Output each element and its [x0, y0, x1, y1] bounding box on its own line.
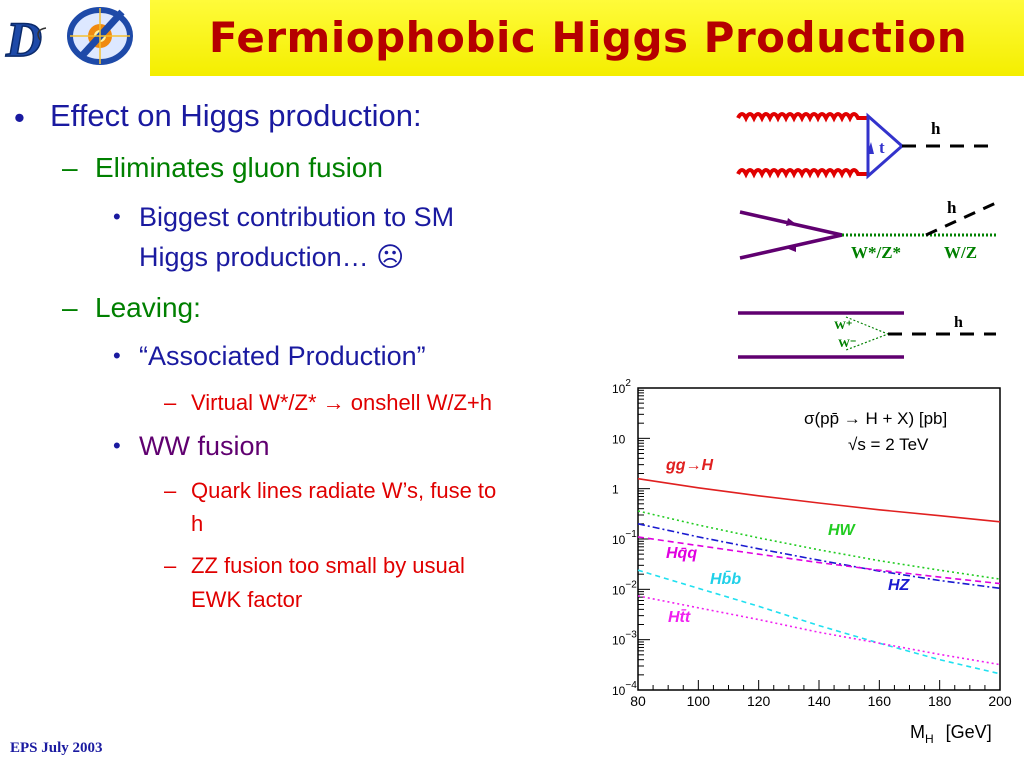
higgs-line	[925, 200, 999, 237]
dash-marker: –	[62, 292, 78, 323]
plot-frame	[637, 387, 1001, 691]
title-bar: D Fermiophobic Higgs Production	[0, 0, 1024, 76]
bullet-associated-production: “Associated Production”	[139, 341, 426, 371]
bullet-quark-lines-line2: h	[191, 511, 204, 536]
feynman-diagrams: t h h W*/Z* W/Z h W⁺ W⁻	[736, 112, 999, 359]
bullet-biggest-contribution-line2: Higgs production… ☹	[139, 242, 405, 272]
bullet-eliminates-gluon-fusion: Eliminates gluon fusion	[95, 152, 383, 183]
higgs-label: h	[931, 119, 941, 138]
bullet-disc: •	[113, 204, 121, 229]
bullet-disc: •	[113, 343, 121, 368]
series-line-0	[637, 477, 1001, 523]
series-line-1	[637, 510, 1001, 580]
x-tick-label: 100	[687, 693, 711, 709]
arrow-icon	[867, 142, 874, 154]
dash-marker: –	[164, 553, 177, 578]
bullet-effect-on-higgs: Effect on Higgs production:	[50, 98, 422, 133]
x-tick-label: 80	[630, 693, 646, 709]
higgs-label: h	[947, 198, 957, 217]
dash-marker: –	[62, 152, 78, 183]
bullet-ww-fusion: WW fusion	[139, 431, 270, 461]
y-tick-label: 1	[612, 483, 619, 497]
x-axis: 80 100 120 140 160 180 200	[630, 680, 1012, 709]
footer-date: EPS July 2003	[10, 740, 103, 756]
series-curves	[637, 477, 1001, 675]
x-tick-label: 140	[807, 693, 831, 709]
chart-title: σ(pp̄ → H + X) [pb]	[804, 409, 947, 428]
bullet-biggest-contribution-line1: Biggest contribution to SM	[139, 202, 455, 232]
associated-production-diagram: h W*/Z* W/Z	[739, 198, 999, 262]
svg-text:D: D	[5, 11, 42, 67]
series-line-4	[637, 569, 1001, 675]
series-label-hz: HZ	[888, 577, 911, 594]
gluon-line-top	[736, 112, 868, 123]
onshell-boson-label: W/Z	[944, 243, 977, 262]
top-quark-loop	[866, 112, 905, 180]
higgs-label: h	[954, 314, 963, 331]
series-label-gg-h: gg→H	[665, 457, 714, 474]
bullet-disc: •	[113, 433, 121, 458]
ww-fusion-diagram: h W⁺ W⁻	[738, 311, 996, 359]
virtual-boson-label: W*/Z*	[851, 243, 901, 262]
gluon-line-bottom	[736, 168, 868, 179]
x-tick-label: 200	[988, 693, 1012, 709]
w-plus-label: W⁺	[834, 318, 852, 332]
x-tick-label: 120	[747, 693, 771, 709]
series-label-hw: HW	[828, 522, 857, 539]
series-label-htt: Ht̄t	[668, 608, 691, 626]
arrow-icon	[786, 218, 796, 226]
x-tick-label: 160	[868, 693, 892, 709]
series-line-5	[637, 595, 1001, 666]
arrow-icon	[786, 244, 796, 252]
bullet-zz-fusion-line1: ZZ fusion too small by usual	[191, 553, 465, 578]
bullet-disc: •	[14, 100, 25, 135]
series-line-3	[637, 536, 1001, 585]
dash-marker: –	[164, 478, 177, 503]
w-minus-label: W⁻	[838, 336, 856, 350]
bullet-zz-fusion-line2: EWK factor	[191, 587, 303, 612]
dzero-logo: D	[0, 0, 150, 76]
bullet-leaving: Leaving:	[95, 292, 201, 323]
quark-label: t	[879, 138, 885, 157]
bullet-virtual-w-z: Virtual W*/Z* → onshell W/Z+h	[191, 390, 492, 415]
series-label-hqq: Hq̄q	[666, 545, 697, 562]
x-tick-label: 180	[928, 693, 952, 709]
slide-title: Fermiophobic Higgs Production	[208, 13, 968, 62]
cross-section-chart: 80 100 120 140 160 180 200 10210110−110−210−31…	[596, 366, 1024, 768]
x-axis-label: MH [GeV]	[910, 722, 992, 746]
y-tick-label: 10	[612, 432, 626, 446]
gluon-fusion-diagram: t h	[736, 112, 988, 180]
quark-lines	[739, 210, 843, 260]
series-label-hbb: Hb̄b	[710, 569, 741, 588]
dash-marker: –	[164, 390, 177, 415]
series-line-2	[637, 523, 1001, 590]
chart-subtitle: √s = 2 TeV	[848, 435, 929, 454]
bullet-quark-lines-line1: Quark lines radiate W’s, fuse to	[191, 478, 497, 503]
